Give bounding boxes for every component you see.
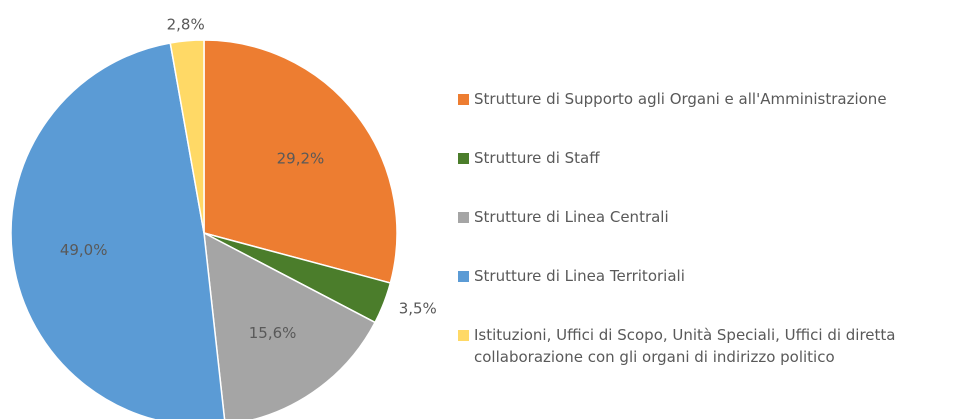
data-label: 49,0% — [60, 241, 108, 259]
legend-swatch — [458, 271, 469, 282]
legend-swatch — [458, 212, 469, 223]
legend-item: Strutture di Linea Territoriali — [458, 265, 958, 287]
legend: Strutture di Supporto agli Organi e all'… — [458, 88, 958, 405]
pie-slice — [10, 42, 226, 419]
data-label: 29,2% — [277, 149, 325, 167]
legend-label: Strutture di Linea Territoriali — [474, 267, 685, 285]
legend-label: Istituzioni, Uffici di Scopo, Unità Spec… — [474, 326, 896, 366]
pie-slice — [203, 231, 377, 419]
data-label: 15,6% — [249, 324, 297, 342]
legend-swatch — [458, 330, 469, 341]
legend-swatch — [458, 153, 469, 164]
legend-label: Strutture di Linea Centrali — [474, 208, 669, 226]
pie-slice — [169, 39, 205, 234]
legend-item: Strutture di Supporto agli Organi e all'… — [458, 88, 958, 110]
legend-label: Strutture di Staff — [474, 149, 600, 167]
data-label: 2,8% — [167, 15, 205, 33]
pie-slice — [203, 39, 398, 284]
legend-item: Istituzioni, Uffici di Scopo, Unità Spec… — [458, 324, 958, 368]
legend-item: Strutture di Linea Centrali — [458, 206, 958, 228]
data-label: 3,5% — [399, 299, 437, 317]
legend-swatch — [458, 94, 469, 105]
legend-item: Strutture di Staff — [458, 147, 958, 169]
legend-label: Strutture di Supporto agli Organi e all'… — [474, 90, 887, 108]
